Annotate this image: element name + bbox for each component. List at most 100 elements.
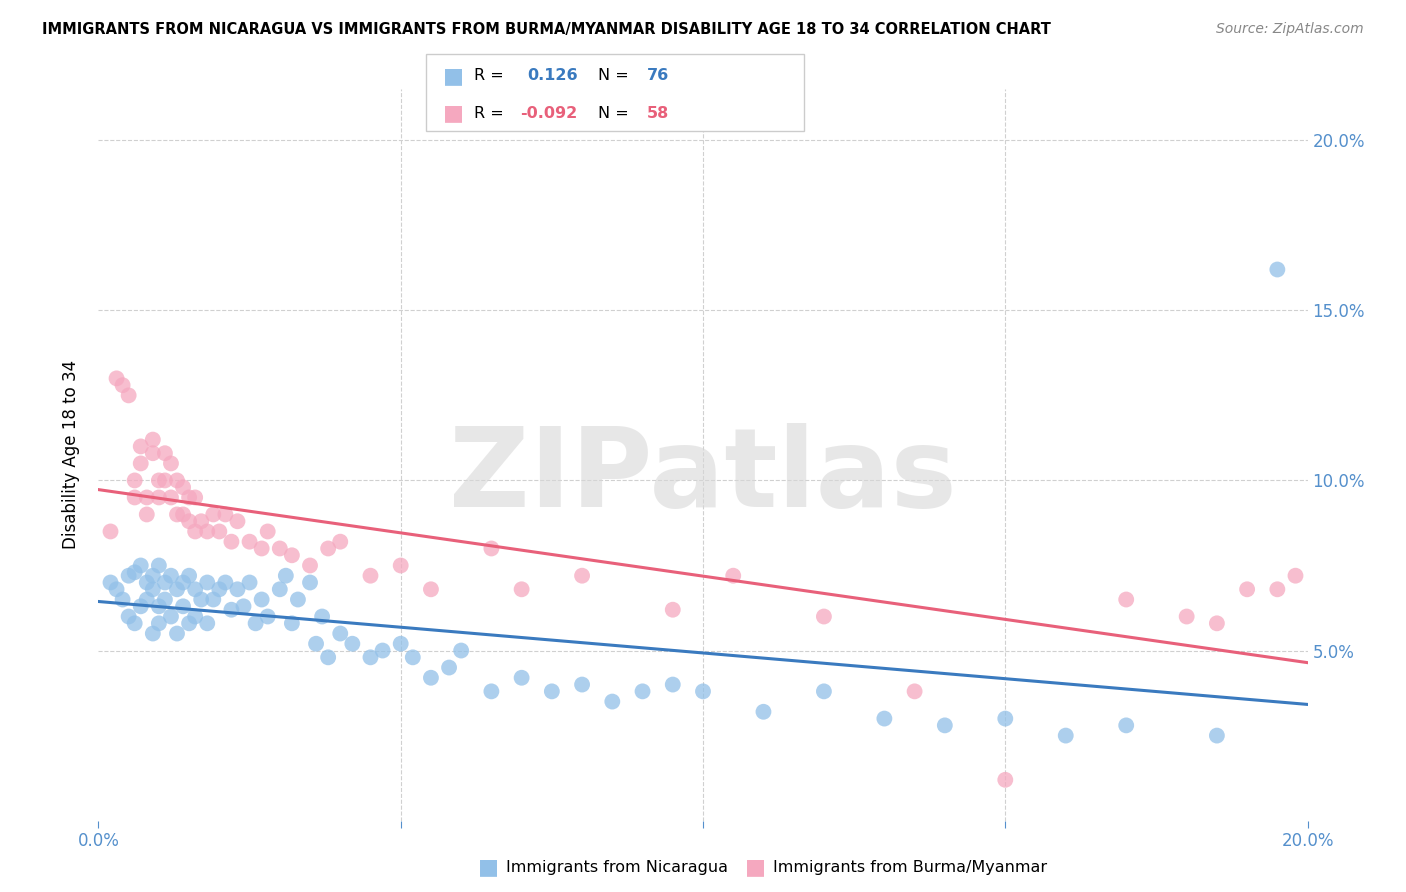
Text: ■: ■ [745,857,766,877]
Point [129,439,152,453]
Point [402,650,425,665]
Point [153,474,176,488]
Point [124,616,146,631]
Point [281,616,304,631]
Point [661,603,683,617]
Point [481,684,503,698]
Point [202,508,225,522]
Point [1054,729,1077,743]
Point [160,491,183,505]
Point [221,534,243,549]
Point [160,457,183,471]
Point [208,524,231,539]
Point [316,650,339,665]
Text: ■: ■ [478,857,499,877]
Point [195,524,218,539]
Point [135,508,157,522]
Point [813,684,835,698]
Point [299,558,322,573]
Point [142,568,165,582]
Point [342,637,364,651]
Point [148,474,170,488]
Point [281,549,304,563]
Point [274,568,297,582]
Text: ■: ■ [443,103,464,123]
Point [316,541,339,556]
Point [111,378,134,392]
Point [571,568,593,582]
Text: N =: N = [598,69,628,83]
Point [873,712,896,726]
Point [1267,582,1289,597]
Point [214,575,236,590]
Point [245,616,267,631]
Point [172,599,194,614]
Point [129,457,152,471]
Point [420,582,443,597]
Text: R =: R = [474,69,503,83]
Point [190,592,212,607]
Point [160,568,183,582]
Point [1267,262,1289,277]
Point [184,609,207,624]
Point [135,592,157,607]
Point [148,491,170,505]
Point [202,592,225,607]
Point [166,626,188,640]
Point [250,541,273,556]
Point [148,558,170,573]
Point [190,514,212,528]
Point [813,609,835,624]
Point [129,558,152,573]
Point [179,616,201,631]
Point [100,575,122,590]
Point [184,491,207,505]
Point [904,684,927,698]
Point [256,524,278,539]
Point [481,541,503,556]
Point [371,643,394,657]
Point [1236,582,1258,597]
Point [420,671,443,685]
Text: Immigrants from Burma/Myanmar: Immigrants from Burma/Myanmar [773,860,1047,874]
Point [1175,609,1198,624]
Text: ZIPatlas: ZIPatlas [449,424,957,531]
Text: Source: ZipAtlas.com: Source: ZipAtlas.com [1216,22,1364,37]
Point [153,446,176,460]
Point [631,684,654,698]
Point [179,568,201,582]
Point [692,684,714,698]
Point [510,671,533,685]
Point [602,695,624,709]
Point [195,616,218,631]
Point [299,575,322,590]
Point [1115,718,1137,732]
Point [510,582,533,597]
Point [311,609,333,624]
Point [934,718,956,732]
Point [305,637,328,651]
Point [226,514,249,528]
Point [160,609,183,624]
Point [994,712,1017,726]
Point [172,575,194,590]
Point [105,371,128,385]
Point [124,491,146,505]
Point [142,446,165,460]
Point [179,491,201,505]
Point [239,534,262,549]
Point [184,524,207,539]
Point [179,514,201,528]
Point [994,772,1017,787]
Point [135,575,157,590]
Text: Immigrants from Nicaragua: Immigrants from Nicaragua [506,860,728,874]
Point [269,582,291,597]
Point [232,599,254,614]
Point [118,609,141,624]
Point [1115,592,1137,607]
Point [142,582,165,597]
Text: 76: 76 [647,69,669,83]
Point [239,575,262,590]
Point [226,582,249,597]
Point [329,626,352,640]
